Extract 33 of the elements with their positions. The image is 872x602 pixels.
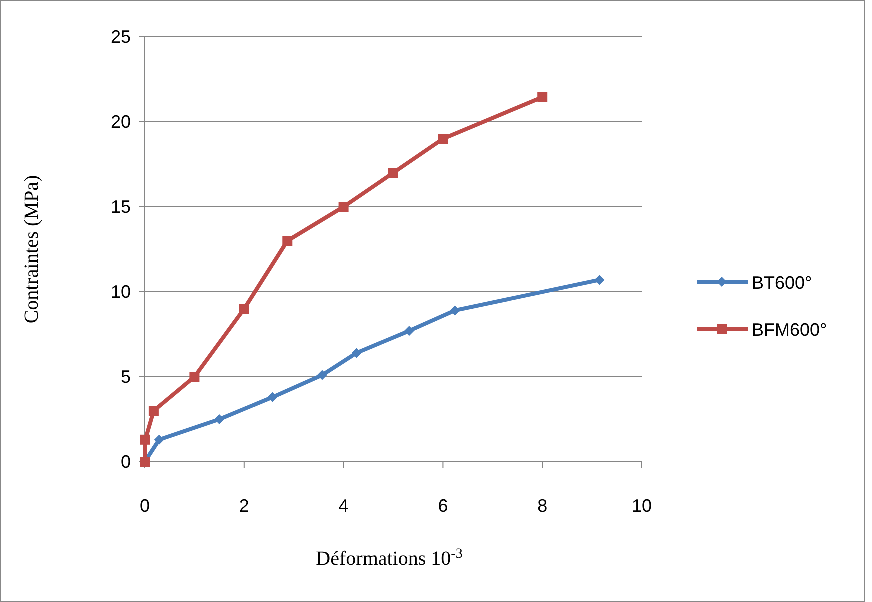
point <box>190 372 200 382</box>
point <box>404 326 414 336</box>
point <box>282 236 293 246</box>
point <box>268 392 278 402</box>
point <box>438 134 448 144</box>
point <box>352 348 362 358</box>
point <box>239 304 250 314</box>
x-tick-label: 8 <box>538 496 548 516</box>
point <box>214 414 225 424</box>
x-tick-label: 2 <box>239 496 250 516</box>
y-tick-label: 5 <box>120 367 131 387</box>
x-axis-title: Déformations 10$^{-3}$ <box>316 546 463 570</box>
y-tick-label: 15 <box>110 197 131 217</box>
x-tick-label: 10 <box>632 496 652 516</box>
point <box>154 434 164 445</box>
point <box>388 168 398 178</box>
y-tick-label: 20 <box>110 112 131 132</box>
legend-label: BFM600° <box>752 320 828 340</box>
x-tick-label: 0 <box>140 496 150 516</box>
y-tick-label: 25 <box>110 27 131 47</box>
point <box>317 370 328 380</box>
y-tick-label: 0 <box>120 452 131 472</box>
point <box>148 406 159 416</box>
point <box>338 202 349 212</box>
y-axis-title: Contraintes (MPa) <box>21 175 43 324</box>
point <box>450 306 460 316</box>
legend-label: BT600° <box>752 273 812 293</box>
x-tick-label: 4 <box>338 496 349 516</box>
point <box>140 434 150 445</box>
point <box>594 275 605 286</box>
point <box>538 92 548 102</box>
x-tick-label: 6 <box>438 496 448 516</box>
y-tick-label: 10 <box>110 282 131 302</box>
